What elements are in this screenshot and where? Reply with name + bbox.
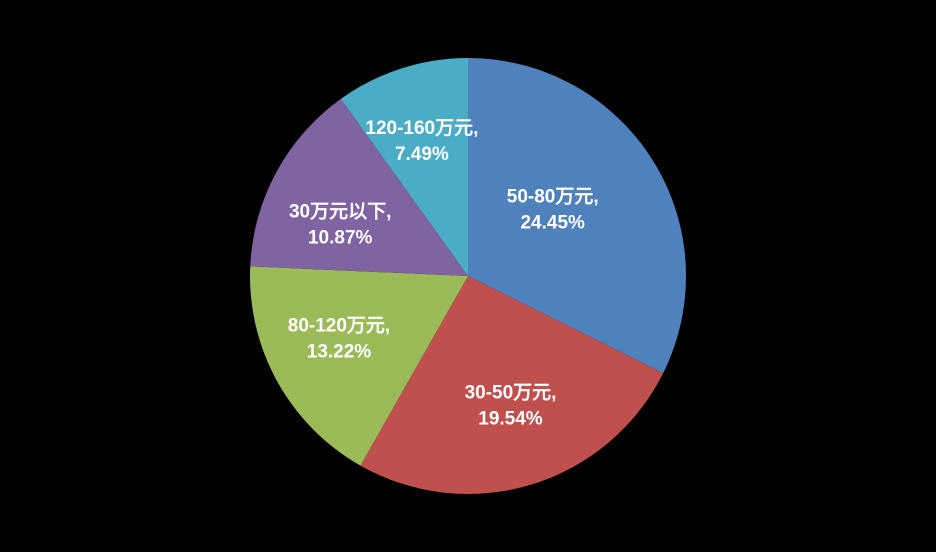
pie-slice-0 [468, 58, 687, 374]
pie-slice-label-0: 50-80万元, 24.45% [507, 187, 599, 234]
pie-slices [249, 58, 687, 495]
pie-slice-2 [249, 266, 468, 466]
pie-slice-4 [340, 58, 468, 276]
pie-slice-label-1: 30-50万元, 19.54% [465, 382, 557, 429]
pie-slice-1 [360, 276, 664, 495]
pie-slice-label-2: 80-120万元, 13.22% [288, 316, 390, 363]
pie-slice-label-4: 120-160万元, 7.49% [365, 118, 478, 165]
pie-slice-3 [250, 98, 468, 276]
pie-data-labels: 50-80万元, 24.45% 30-50万元, 19.54% 80-120万元, 13.… [288, 118, 599, 429]
pie-slice-label-3: 30万元以下, 10.87% [289, 201, 391, 249]
